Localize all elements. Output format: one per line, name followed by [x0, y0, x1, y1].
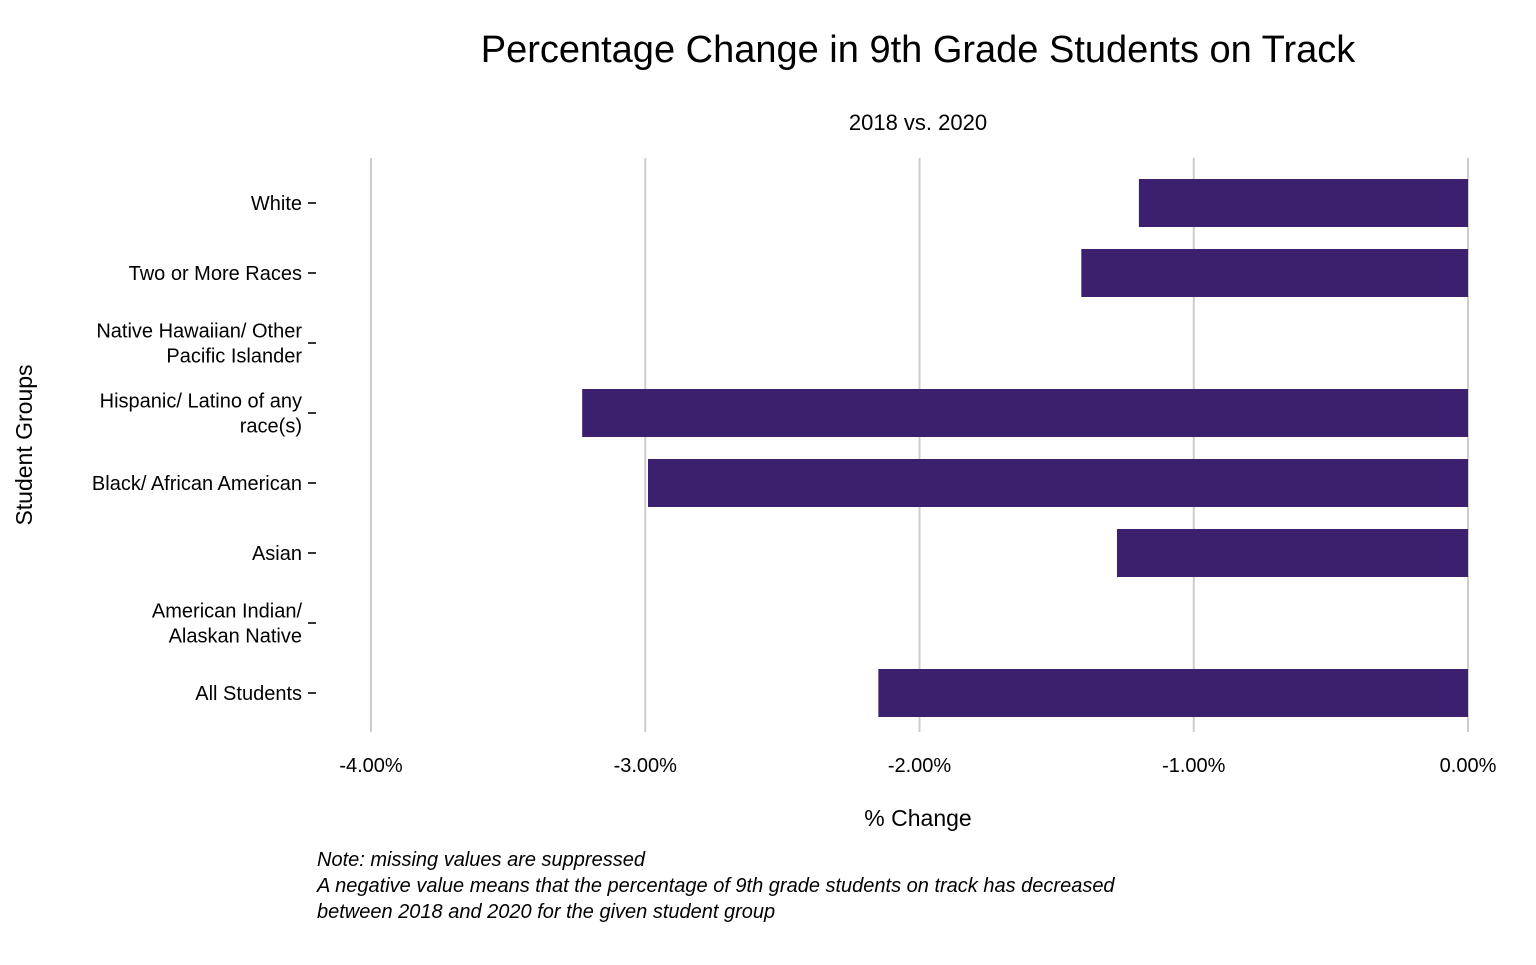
y-tick-label: Asian: [252, 543, 302, 565]
y-tick-label: Hispanic/ Latino of any: [100, 391, 302, 413]
y-tick-label: Native Hawaiian/ Other: [96, 321, 302, 343]
y-tick-label: Alaskan Native: [169, 626, 302, 648]
x-tick-label: -2.00%: [888, 755, 952, 777]
y-axis: White Two or More Races Native Hawaiian/ O…: [92, 193, 316, 705]
x-tick-label: -1.00%: [1162, 755, 1226, 777]
y-tick-label: Black/ African American: [92, 473, 302, 495]
y-axis-title: Student Groups: [11, 364, 37, 525]
y-tick-label: race(s): [240, 416, 302, 438]
x-tick-label: -4.00%: [339, 755, 403, 777]
x-tick-label: -3.00%: [614, 755, 678, 777]
y-tick-label: All Students: [195, 683, 302, 705]
gridlines: [370, 158, 1469, 732]
bar: [1116, 529, 1468, 577]
chart-caption: Note: missing values are suppressed A neg…: [316, 849, 1115, 923]
caption-line: between 2018 and 2020 for the given stud…: [317, 901, 775, 923]
bar: [1138, 179, 1468, 227]
bar: [878, 669, 1468, 717]
bar: [1081, 249, 1468, 297]
bar: [582, 389, 1468, 437]
y-tick-label: American Indian/: [152, 601, 303, 623]
chart-title: Percentage Change in 9th Grade Students …: [481, 29, 1357, 71]
x-axis: -4.00% -3.00% -2.00% -1.00% 0.00%: [339, 755, 1496, 777]
chart-subtitle: 2018 vs. 2020: [849, 110, 987, 135]
bar: [647, 459, 1468, 507]
y-tick-label: Pacific Islander: [166, 346, 302, 368]
x-tick-label: 0.00%: [1440, 755, 1497, 777]
caption-line: Note: missing values are suppressed: [317, 849, 646, 871]
caption-line: A negative value means that the percenta…: [316, 875, 1115, 897]
bars: [582, 179, 1468, 717]
x-axis-title: % Change: [864, 805, 971, 831]
y-tick-label: White: [251, 193, 302, 215]
y-tick-label: Two or More Races: [129, 263, 302, 285]
